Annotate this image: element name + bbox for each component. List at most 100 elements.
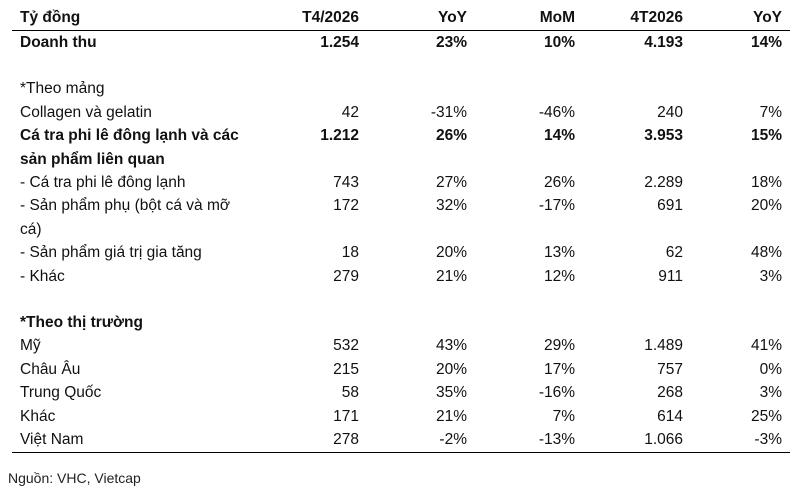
segment-heading: *Theo mảng <box>20 80 105 98</box>
table-row-revenue: Doanh thu 1.254 23% 10% 4.193 14% <box>12 31 790 55</box>
cell-yoy-ytd: 0% <box>759 360 782 378</box>
spacer-row <box>12 54 790 77</box>
cell-mom: -46% <box>538 103 575 121</box>
header-yoy-month: YoY <box>438 9 467 26</box>
cell-month: 18 <box>341 244 359 262</box>
row-label: Châu Âu <box>20 360 81 378</box>
cell-month: 278 <box>333 431 359 449</box>
cell-ytd: 757 <box>657 360 683 378</box>
table-row: Việt Nam 278 -2% -13% 1.066 -3% <box>12 428 790 452</box>
cell-ytd: 1.066 <box>644 431 683 449</box>
cell-mom: 17% <box>543 360 575 378</box>
source-note: Nguồn: VHC, Vietcap <box>8 470 141 486</box>
table-row: - Cá tra phi lê đông lạnh 743 27% 26% 2.… <box>12 171 790 194</box>
section-heading-segment: *Theo mảng <box>12 77 790 100</box>
row-label: - Sản phẩm giá trị gia tăng <box>20 244 202 262</box>
cell-ytd: 62 <box>665 244 683 262</box>
row-label: Khác <box>20 407 56 425</box>
cell-yoy-ytd: 20% <box>750 197 782 215</box>
cell-mom: 12% <box>543 267 575 285</box>
table-row: Collagen và gelatin 42 -31% -46% 240 7% <box>12 101 790 124</box>
header-mom: MoM <box>539 9 575 26</box>
header-month: T4/2026 <box>302 9 359 26</box>
header-unit: Tỷ đồng <box>20 9 81 26</box>
cell-month: 1.254 <box>320 34 359 51</box>
cell-ytd: 1.489 <box>644 337 683 355</box>
cell-ytd: 614 <box>657 407 683 425</box>
row-label: - Sản phẩm phụ (bột cá và mỡ cá) <box>20 197 231 238</box>
table-row: Châu Âu 215 20% 17% 757 0% <box>12 358 790 381</box>
cell-yoy-ytd: 3% <box>759 267 782 285</box>
cell-mom: 29% <box>543 337 575 355</box>
cell-mom: 26% <box>543 174 575 192</box>
cell-yoy-ytd: 14% <box>750 34 782 51</box>
table-row: - Khác 279 21% 12% 911 3% <box>12 265 790 288</box>
cell-yoy-ytd: 48% <box>750 244 782 262</box>
cell-month: 279 <box>333 267 359 285</box>
cell-yoy-ytd: 3% <box>759 384 782 402</box>
cell-yoy-month: 27% <box>435 174 467 192</box>
cell-mom: 13% <box>543 244 575 262</box>
cell-yoy-month: 23% <box>435 34 467 51</box>
cell-yoy-ytd: -3% <box>754 431 782 449</box>
cell-month: 58 <box>341 384 359 402</box>
cell-yoy-ytd: 18% <box>750 174 782 192</box>
table-row: Cá tra phi lê đông lạnh và các sản phẩm … <box>12 124 790 171</box>
cell-ytd: 2.289 <box>644 174 683 192</box>
table-row: - Sản phẩm phụ (bột cá và mỡ cá) 172 32%… <box>12 194 790 241</box>
cell-month: 172 <box>333 197 359 215</box>
cell-ytd: 3.953 <box>644 127 683 145</box>
market-heading: *Theo thị trường <box>20 314 143 332</box>
cell-mom: 10% <box>543 34 575 51</box>
cell-yoy-month: 43% <box>435 337 467 355</box>
cell-yoy-month: 21% <box>435 267 467 285</box>
cell-mom: -16% <box>538 384 575 402</box>
table-row: Khác 171 21% 7% 614 25% <box>12 405 790 428</box>
table-row: - Sản phẩm giá trị gia tăng 18 20% 13% 6… <box>12 241 790 264</box>
cell-yoy-month: -2% <box>439 431 467 449</box>
cell-yoy-month: 21% <box>435 407 467 425</box>
header-ytd: 4T2026 <box>630 9 683 26</box>
row-label: Trung Quốc <box>20 384 102 402</box>
cell-yoy-ytd: 25% <box>750 407 782 425</box>
spacer-row <box>12 288 790 311</box>
cell-yoy-ytd: 15% <box>750 127 782 145</box>
row-label: Việt Nam <box>20 431 84 449</box>
table-row: Mỹ 532 43% 29% 1.489 41% <box>12 334 790 357</box>
cell-month: 215 <box>333 360 359 378</box>
cell-mom: 14% <box>543 127 575 145</box>
cell-yoy-month: 35% <box>435 384 467 402</box>
cell-yoy-month: 20% <box>435 360 467 378</box>
cell-yoy-month: 20% <box>435 244 467 262</box>
row-label: Doanh thu <box>20 34 97 51</box>
cell-yoy-month: 26% <box>435 127 467 145</box>
cell-yoy-month: 32% <box>435 197 467 215</box>
revenue-breakdown-table: Tỷ đồng T4/2026 YoY MoM 4T2026 YoY Doanh… <box>12 6 790 453</box>
cell-ytd: 691 <box>657 197 683 215</box>
row-label: - Cá tra phi lê đông lạnh <box>20 174 186 192</box>
table-row: Trung Quốc 58 35% -16% 268 3% <box>12 381 790 404</box>
cell-mom: -13% <box>538 431 575 449</box>
cell-mom: 7% <box>552 407 575 425</box>
cell-ytd: 240 <box>657 103 683 121</box>
header-yoy-ytd: YoY <box>753 9 782 26</box>
row-label: - Khác <box>20 267 65 285</box>
row-label: Mỹ <box>20 337 41 355</box>
cell-mom: -17% <box>538 197 575 215</box>
cell-ytd: 268 <box>657 384 683 402</box>
section-heading-market: *Theo thị trường <box>12 311 790 334</box>
row-label: Cá tra phi lê đông lạnh và các sản phẩm … <box>20 127 239 168</box>
cell-ytd: 4.193 <box>644 34 683 51</box>
cell-ytd: 911 <box>658 267 683 285</box>
cell-month: 1.212 <box>320 127 359 145</box>
cell-yoy-ytd: 7% <box>759 103 782 121</box>
cell-yoy-month: -31% <box>430 103 467 121</box>
cell-month: 171 <box>333 407 359 425</box>
table-header-row: Tỷ đồng T4/2026 YoY MoM 4T2026 YoY <box>12 6 790 31</box>
cell-yoy-ytd: 41% <box>750 337 782 355</box>
row-label: Collagen và gelatin <box>20 103 152 121</box>
cell-month: 532 <box>333 337 359 355</box>
cell-month: 42 <box>341 103 359 121</box>
cell-month: 743 <box>333 174 359 192</box>
